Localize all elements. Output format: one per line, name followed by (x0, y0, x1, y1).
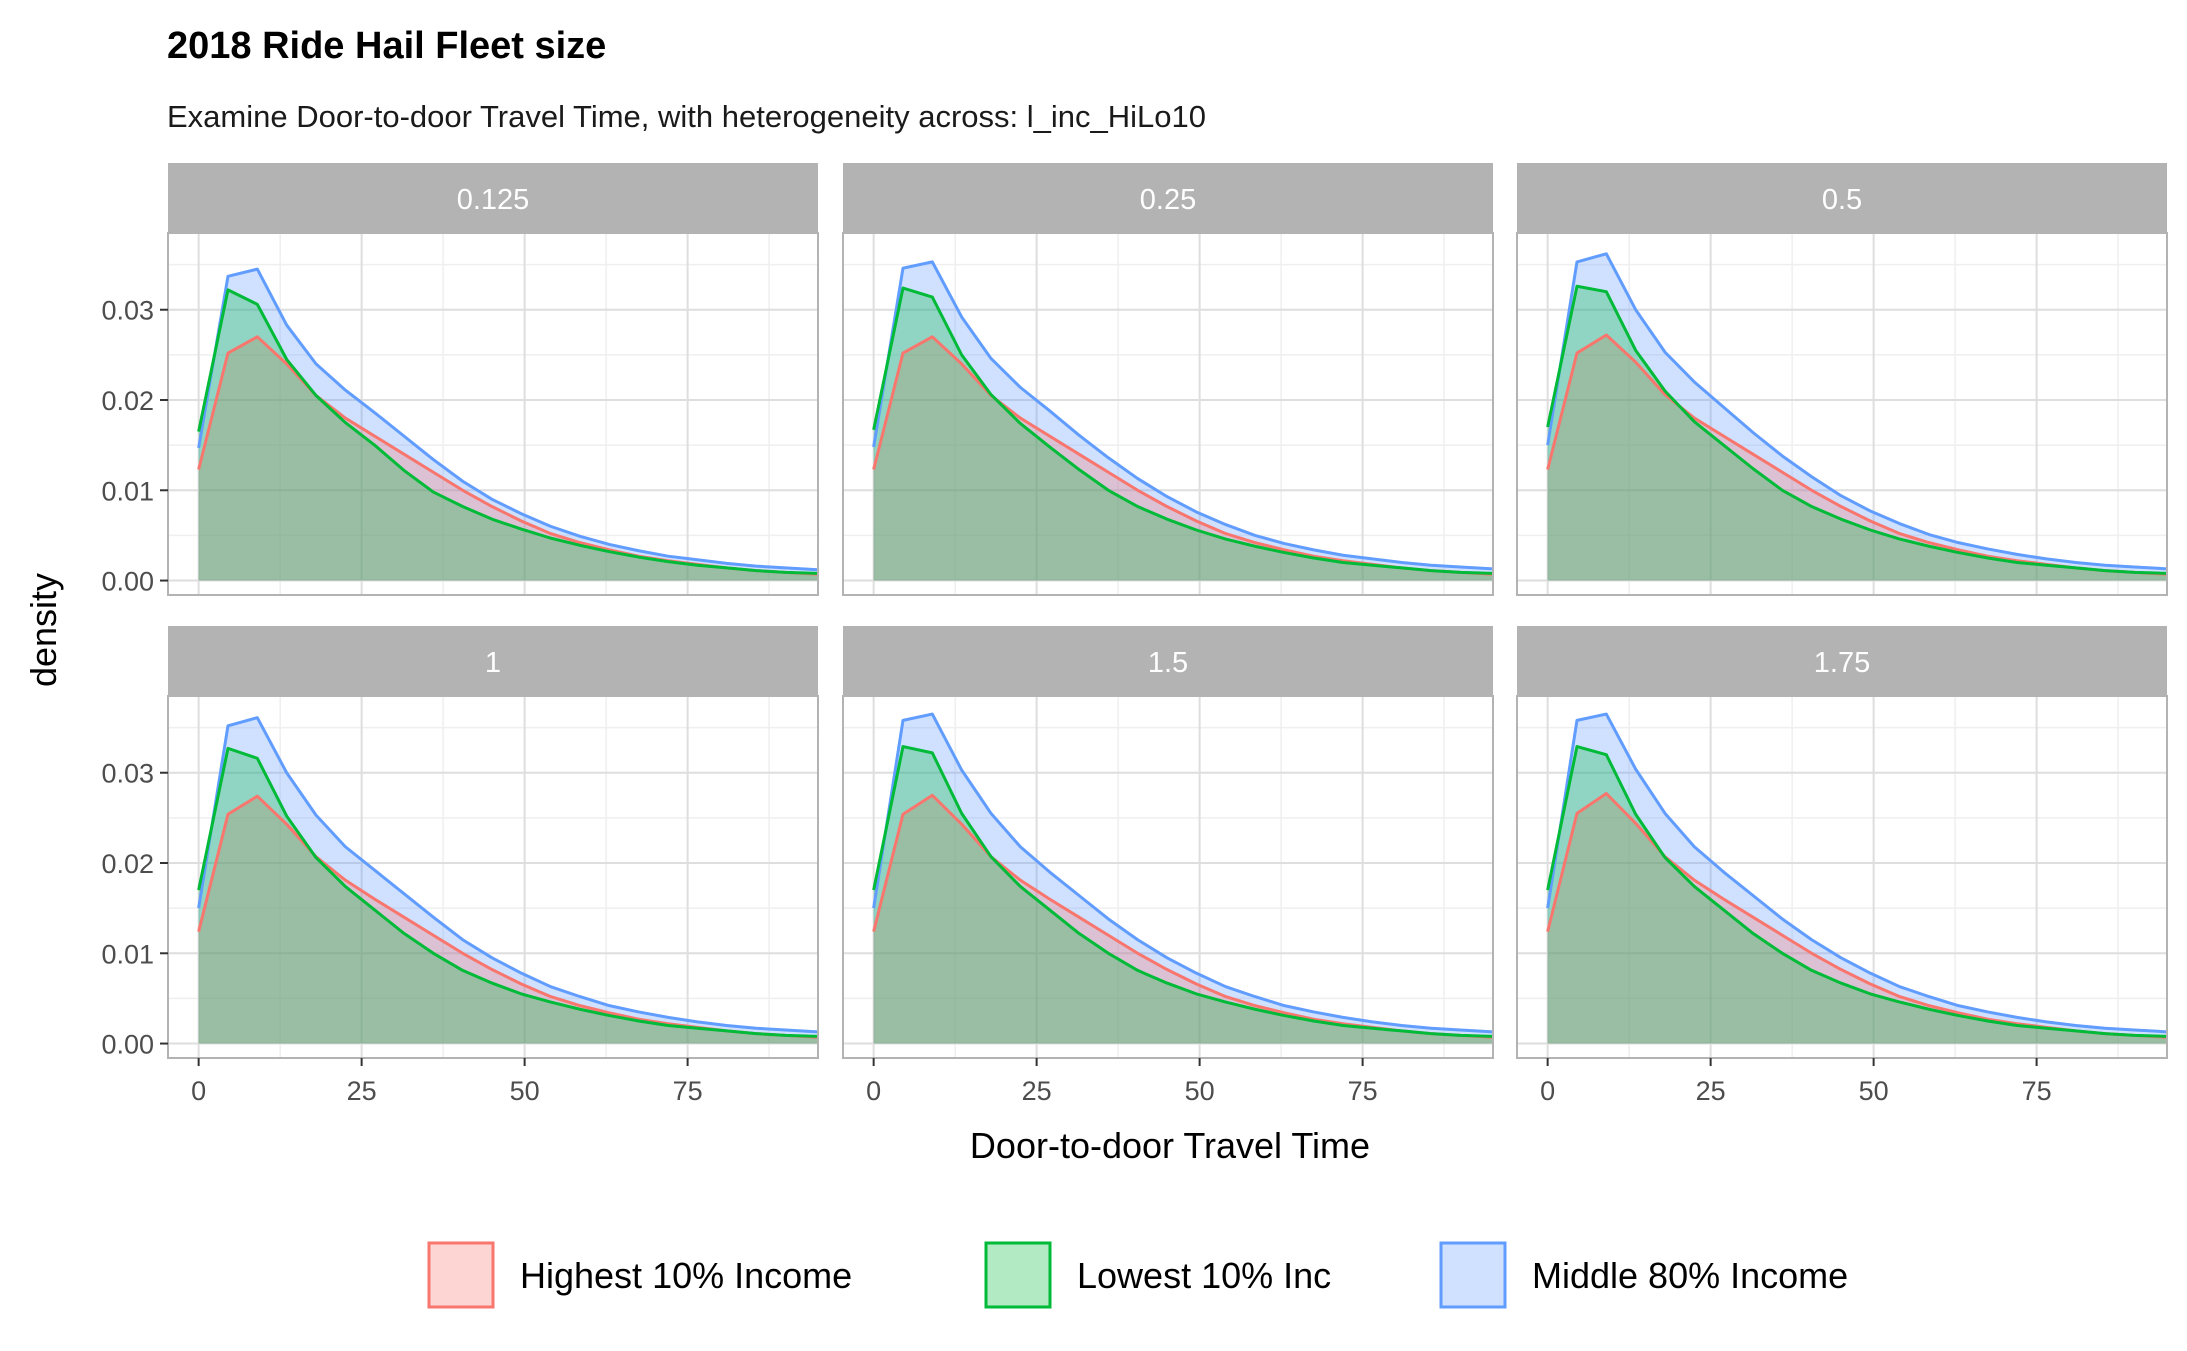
facet-panels: 0.125 0.00 0.01 0.02 0.03 0.25 0.5 1 0.00 0.01 0.0… (101, 163, 2168, 1106)
x-tick-label: 0 (866, 1076, 881, 1106)
density-area-lowest-10-inc (873, 746, 1493, 1044)
panel-border (167, 695, 819, 1059)
y-tick-label: 0.01 (101, 476, 154, 506)
x-axis-title: Door-to-door Travel Time (970, 1125, 1370, 1166)
x-tick-label: 75 (673, 1076, 703, 1106)
panel-background (168, 233, 818, 595)
x-tick-label: 50 (510, 1076, 540, 1106)
density-area-middle-80-income (873, 261, 1493, 581)
facet-strip (168, 626, 818, 696)
facet-panel: 1 0.00 0.01 0.02 0.03 0 25 50 75 (101, 626, 819, 1106)
facet-panel: 0.125 0.00 0.01 0.02 0.03 (101, 163, 819, 597)
facet-strip-label: 0.5 (1822, 184, 1862, 216)
facet-strip (1517, 626, 2167, 696)
facet-strip (1517, 163, 2167, 233)
chart-title: 2018 Ride Hail Fleet size (167, 25, 606, 67)
legend-key (427, 1241, 495, 1309)
density-area-middle-80-income (873, 714, 1493, 1044)
legend: Highest 10% Income Lowest 10% Inc Middle 8… (427, 1241, 1848, 1309)
x-tick-label: 25 (1022, 1076, 1052, 1106)
x-tick-label: 50 (1185, 1076, 1215, 1106)
density-area-middle-80-income (1547, 714, 2167, 1044)
y-tick-label: 0.03 (101, 759, 154, 789)
facet-strip-label: 1.5 (1148, 647, 1188, 679)
legend-key (984, 1241, 1052, 1309)
legend-label: Lowest 10% Inc (1077, 1255, 1331, 1296)
density-area-lowest-10-inc (198, 289, 818, 581)
density-area-highest-10-income (873, 336, 1493, 581)
density-area-highest-10-income (1547, 793, 2167, 1044)
density-area-lowest-10-inc (1547, 746, 2167, 1044)
panel-border (842, 695, 1494, 1059)
panel-background (843, 233, 1493, 595)
density-line-middle-80-income (1546, 712, 2167, 1034)
facet-panel: 1.75 0 25 50 75 (1516, 626, 2168, 1106)
x-tick-label: 25 (1696, 1076, 1726, 1106)
density-area-highest-10-income (198, 336, 818, 581)
density-line-middle-80-income (1546, 252, 2167, 571)
panel-border (842, 232, 1494, 596)
density-line-lowest-10-inc (872, 286, 1493, 575)
chart-subtitle: Examine Door-to-door Travel Time, with h… (167, 99, 1206, 134)
x-tick-label: 50 (1859, 1076, 1889, 1106)
facet-panel: 0.25 (842, 163, 1494, 596)
density-area-middle-80-income (198, 717, 818, 1044)
panel-background (1517, 696, 2167, 1058)
facet-strip (843, 163, 1493, 233)
density-area-highest-10-income (873, 795, 1493, 1044)
density-area-middle-80-income (1547, 253, 2167, 581)
facet-strip-label: 0.25 (1140, 184, 1196, 216)
panel-background (1517, 233, 2167, 595)
density-line-middle-80-income (872, 712, 1493, 1034)
legend-item: Lowest 10% Inc (984, 1241, 1331, 1309)
x-tick-label: 0 (1540, 1076, 1555, 1106)
facet-strip (843, 626, 1493, 696)
facet-strip-label: 1 (485, 647, 501, 679)
y-tick-label: 0.00 (101, 1030, 154, 1060)
legend-item: Highest 10% Income (427, 1241, 852, 1309)
y-tick-label: 0.02 (101, 849, 154, 879)
legend-label: Middle 80% Income (1532, 1255, 1848, 1296)
density-area-middle-80-income (198, 269, 818, 581)
facet-panel: 0.5 (1516, 163, 2168, 596)
legend-item: Middle 80% Income (1439, 1241, 1848, 1309)
legend-label: Highest 10% Income (520, 1255, 852, 1296)
density-area-lowest-10-inc (198, 748, 818, 1044)
facet-panel: 1.5 0 25 50 75 (842, 626, 1494, 1106)
density-line-lowest-10-inc (1546, 745, 2167, 1038)
y-tick-label: 0.01 (101, 939, 154, 969)
density-line-lowest-10-inc (872, 745, 1493, 1038)
facet-strip-label: 0.125 (457, 184, 530, 216)
x-tick-label: 25 (347, 1076, 377, 1106)
panel-background (843, 696, 1493, 1058)
density-area-lowest-10-inc (873, 288, 1493, 581)
y-axis-title: density (23, 573, 64, 687)
x-tick-label: 75 (2022, 1076, 2052, 1106)
facet-strip (168, 163, 818, 233)
density-line-lowest-10-inc (197, 288, 818, 575)
y-tick-label: 0.00 (101, 567, 154, 597)
density-line-lowest-10-inc (197, 746, 818, 1038)
density-line-middle-80-income (197, 716, 818, 1034)
y-tick-label: 0.03 (101, 296, 154, 326)
facet-strip-label: 1.75 (1814, 647, 1870, 679)
density-area-highest-10-income (198, 796, 818, 1044)
density-area-highest-10-income (1547, 335, 2167, 581)
panel-border (1516, 695, 2168, 1059)
density-line-middle-80-income (197, 267, 818, 572)
y-tick-label: 0.02 (101, 386, 154, 416)
legend-key (1439, 1241, 1507, 1309)
density-line-lowest-10-inc (1546, 284, 2167, 575)
x-tick-label: 0 (191, 1076, 206, 1106)
panel-border (167, 232, 819, 596)
density-line-middle-80-income (872, 260, 1493, 571)
panel-border (1516, 232, 2168, 596)
x-tick-label: 75 (1348, 1076, 1378, 1106)
density-area-lowest-10-inc (1547, 286, 2167, 581)
